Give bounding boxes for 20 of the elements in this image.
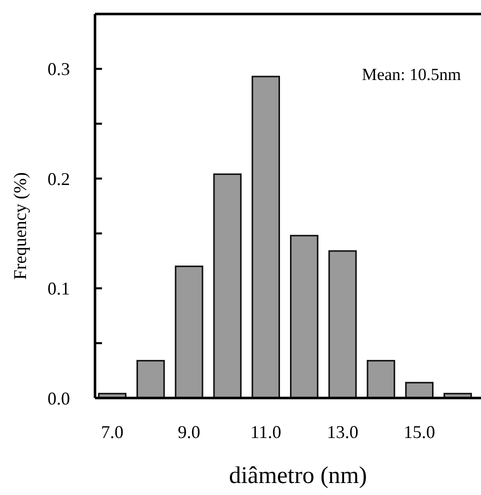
x-tick-label: 13.0 [326,422,358,442]
x-axis-title: diâmetro (nm) [229,463,367,489]
bar [328,250,357,399]
bar [174,266,204,399]
bar [213,173,242,399]
bar [136,360,165,399]
x-tick-label: 11.0 [250,422,282,442]
bar [366,360,396,399]
x-tick-label: 7.0 [101,422,124,442]
y-tick-label: 0.0 [48,388,70,408]
y-axis-title: Frequency (%) [10,172,30,280]
y-tick-label: 0.1 [48,278,70,299]
y-tick-label: 0.2 [48,168,70,189]
bar [252,76,280,399]
bar [290,234,318,399]
x-tick-label: 15.0 [404,422,436,442]
x-tick-label: 9.0 [178,422,200,442]
annotation: Mean: 10.5nm [362,65,461,84]
y-tick-label: 0.3 [48,59,70,80]
bar [405,382,434,399]
